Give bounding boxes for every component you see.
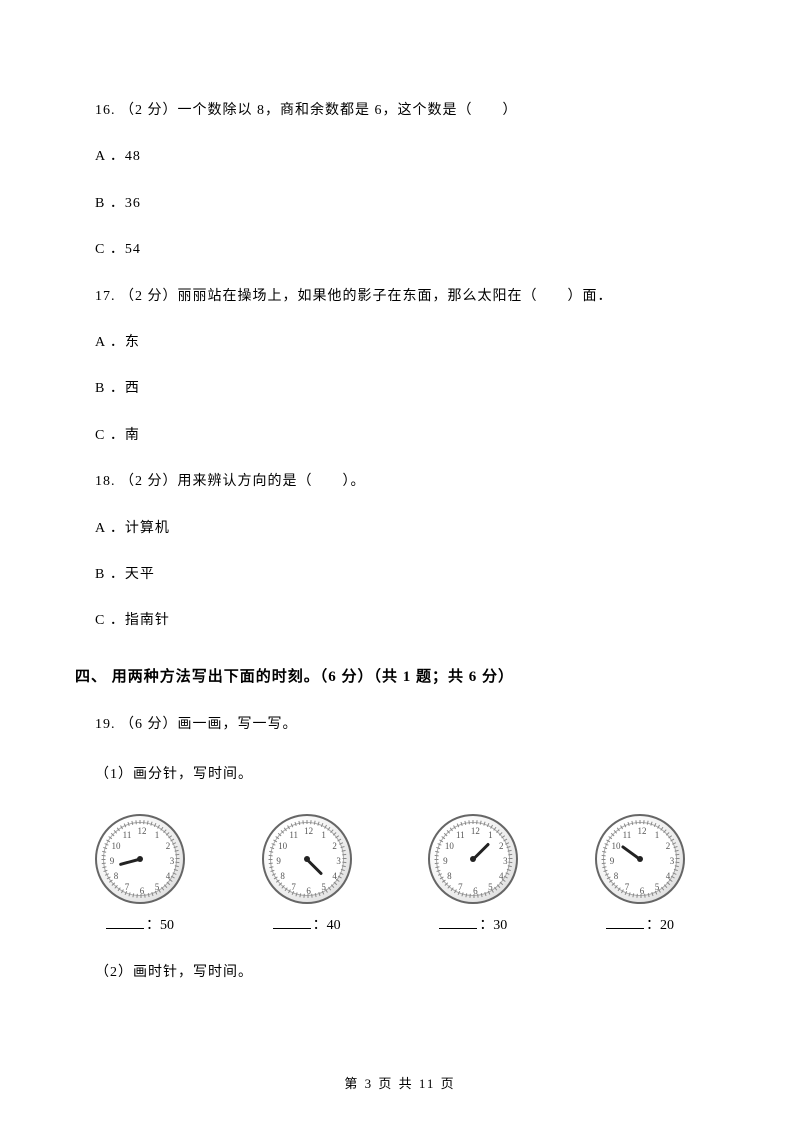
clock-item-2: 121234567891011：30	[428, 814, 518, 934]
blank-underline	[606, 915, 644, 929]
q19-sub1: （1）画分针，写时间。	[75, 764, 705, 786]
clock-number: 12	[636, 825, 648, 837]
clock-number: 6	[469, 885, 481, 897]
q16-choice-a: A ．48	[75, 146, 705, 168]
clock-number: 10	[277, 840, 289, 852]
clock-number: 9	[106, 855, 118, 867]
clock-minute-text: ：30	[479, 914, 507, 934]
clock-item-3: 121234567891011：20	[595, 814, 685, 934]
clock-face: 121234567891011	[95, 814, 185, 904]
clock-number: 12	[136, 825, 148, 837]
q16-text: 16. （2 分）一个数除以 8，商和余数都是 6，这个数是（ ）	[75, 100, 705, 122]
q19-sub2: （2）画时针，写时间。	[75, 962, 705, 984]
clock-number: 9	[606, 855, 618, 867]
clock-label: ：30	[439, 914, 507, 934]
clock-number: 9	[439, 855, 451, 867]
page-footer: 第 3 页 共 11 页	[0, 1073, 800, 1092]
clock-number: 9	[273, 855, 285, 867]
clock-number: 10	[443, 840, 455, 852]
q18-choice-a: A ．计算机	[75, 518, 705, 540]
clock-face: 121234567891011	[428, 814, 518, 904]
clock-item-1: 121234567891011：40	[262, 814, 352, 934]
q18-choice-b: B ．天平	[75, 564, 705, 586]
q16-choice-b: B ．36	[75, 193, 705, 215]
clock-number: 11	[621, 829, 633, 841]
clock-number: 2	[662, 840, 674, 852]
clock-number: 6	[136, 885, 148, 897]
blank-underline	[439, 915, 477, 929]
clock-number: 7	[454, 881, 466, 893]
clock-number: 11	[121, 829, 133, 841]
clock-face: 121234567891011	[595, 814, 685, 904]
clock-number: 6	[636, 885, 648, 897]
clock-label: ：40	[273, 914, 341, 934]
clock-item-0: 121234567891011：50	[95, 814, 185, 934]
q17-choice-a: A ．东	[75, 332, 705, 354]
q17-choice-c: C ．南	[75, 425, 705, 447]
blank-underline	[106, 915, 144, 929]
q17-text: 17. （2 分）丽丽站在操场上，如果他的影子在东面，那么太阳在（ ）面．	[75, 286, 705, 308]
q16-choice-c: C ．54	[75, 239, 705, 261]
q18-choice-c: C ．指南针	[75, 610, 705, 632]
clock-minute-text: ：40	[313, 914, 341, 934]
clock-minute-text: ：50	[146, 914, 174, 934]
clock-number: 2	[329, 840, 341, 852]
clock-number: 12	[469, 825, 481, 837]
q19-text: 19. （6 分）画一画，写一写。	[75, 714, 705, 736]
clock-label: ：20	[606, 914, 674, 934]
section-4-header: 四、 用两种方法写出下面的时刻。（6 分）（共 1 题；共 6 分）	[75, 665, 705, 686]
clock-number: 11	[288, 829, 300, 841]
clock-minute-text: ：20	[646, 914, 674, 934]
clock-face: 121234567891011	[262, 814, 352, 904]
clock-label: ：50	[106, 914, 174, 934]
q17-choice-b: B ．西	[75, 378, 705, 400]
q18-text: 18. （2 分）用来辨认方向的是（ ）。	[75, 471, 705, 493]
clock-number: 10	[110, 840, 122, 852]
clock-number: 2	[162, 840, 174, 852]
clocks-row: 121234567891011：50121234567891011：401212…	[75, 814, 705, 934]
clock-number: 11	[454, 829, 466, 841]
clock-number: 12	[303, 825, 315, 837]
blank-underline	[273, 915, 311, 929]
